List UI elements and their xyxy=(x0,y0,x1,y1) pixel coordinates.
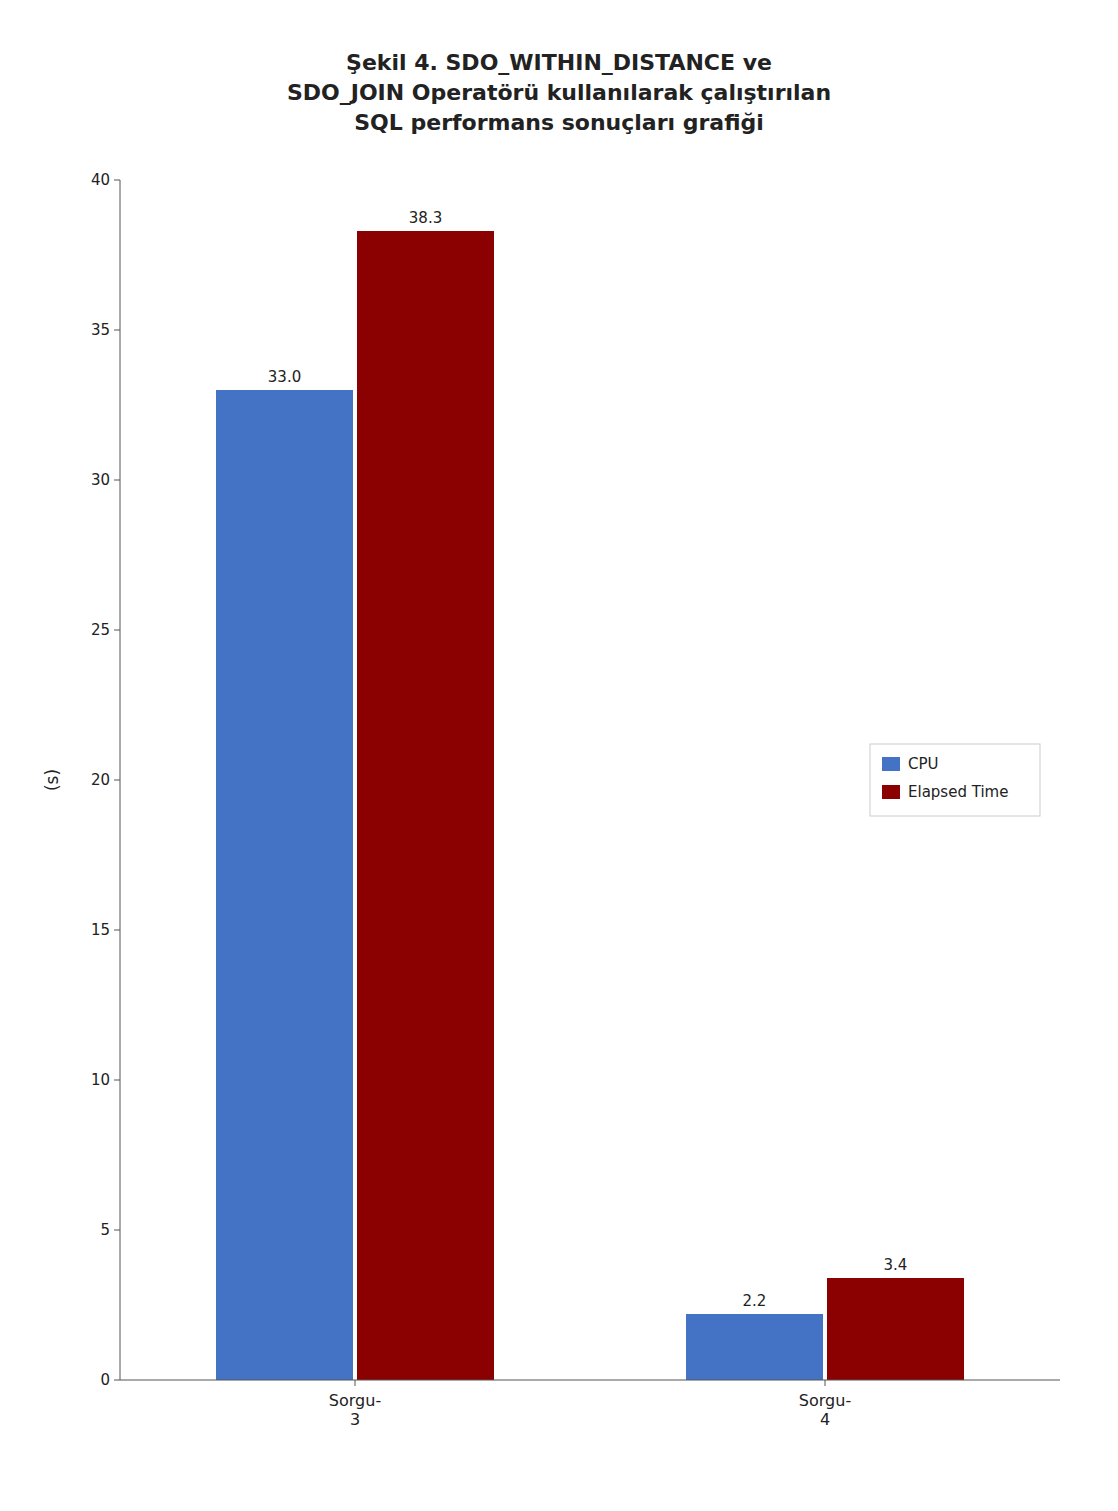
y-tick-label: 15 xyxy=(91,921,110,939)
y-tick-label: 5 xyxy=(100,1221,110,1239)
chart-svg: Şekil 4. SDO_WITHIN_DISTANCE veSDO_JOIN … xyxy=(0,0,1118,1511)
y-tick xyxy=(114,1230,120,1231)
y-tick-label: 35 xyxy=(91,321,110,339)
data-labels: 33.0 2.2 38.3 3.4 xyxy=(268,209,908,1310)
legend-box xyxy=(870,744,1040,816)
bars xyxy=(216,231,964,1380)
data-label: 3.4 xyxy=(884,1256,908,1274)
data-label: 33.0 xyxy=(268,368,301,386)
y-tick xyxy=(114,1380,120,1381)
x-tick-label: Sorgu-4 xyxy=(799,1391,851,1429)
chart-container: Şekil 4. SDO_WITHIN_DISTANCE veSDO_JOIN … xyxy=(0,0,1118,1511)
y-tick xyxy=(114,780,120,781)
data-label: 2.2 xyxy=(743,1292,767,1310)
bar xyxy=(827,1278,964,1380)
y-tick xyxy=(114,930,120,931)
legend-swatch xyxy=(882,785,900,799)
bar xyxy=(216,390,353,1380)
y-tick-label: 40 xyxy=(91,171,110,189)
y-tick-label: 10 xyxy=(91,1071,110,1089)
y-axis-label: (s) xyxy=(42,769,62,791)
y-axis: 0 5 10 15 20 25 30 35 40 xyxy=(91,171,120,1389)
y-tick xyxy=(114,480,120,481)
y-tick xyxy=(114,330,120,331)
legend-label: CPU xyxy=(908,755,939,773)
y-tick xyxy=(114,1080,120,1081)
bar xyxy=(357,231,494,1380)
y-axis-line xyxy=(120,180,121,1380)
legend: CPU Elapsed Time xyxy=(870,744,1040,816)
y-tick xyxy=(114,180,120,181)
legend-swatch xyxy=(882,757,900,771)
x-axis: Sorgu-3 Sorgu-4 xyxy=(120,1380,1060,1429)
x-tick xyxy=(355,1380,356,1386)
x-tick-label: Sorgu-3 xyxy=(329,1391,381,1429)
chart-title: Şekil 4. SDO_WITHIN_DISTANCE veSDO_JOIN … xyxy=(287,50,831,135)
legend-label: Elapsed Time xyxy=(908,783,1008,801)
y-tick xyxy=(114,630,120,631)
y-tick-label: 20 xyxy=(91,771,110,789)
y-tick-label: 25 xyxy=(91,621,110,639)
x-axis-line xyxy=(120,1380,1060,1381)
y-tick-label: 30 xyxy=(91,471,110,489)
data-label: 38.3 xyxy=(409,209,442,227)
x-tick xyxy=(825,1380,826,1386)
bar xyxy=(686,1314,823,1380)
y-tick-label: 0 xyxy=(100,1371,110,1389)
